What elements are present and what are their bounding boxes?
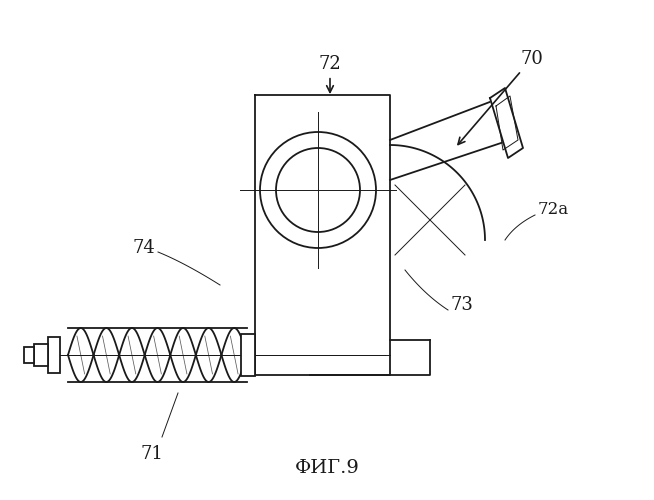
Bar [241, 334, 255, 376]
Bar [34, 344, 48, 366]
Text: 72a: 72a [538, 202, 569, 218]
Text: 70: 70 [458, 50, 543, 144]
Text: 73: 73 [450, 296, 473, 314]
Polygon shape [490, 88, 523, 158]
Circle shape [260, 132, 376, 248]
Text: ФИГ.9: ФИГ.9 [294, 459, 360, 477]
Bar [48, 337, 60, 373]
Text: 72: 72 [318, 55, 341, 92]
Text: 74: 74 [132, 239, 155, 257]
Bar [24, 347, 34, 363]
Circle shape [276, 148, 360, 232]
Text: 71: 71 [141, 445, 164, 463]
